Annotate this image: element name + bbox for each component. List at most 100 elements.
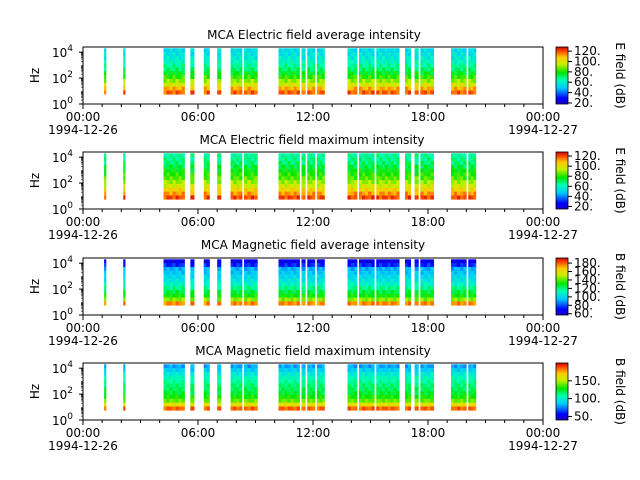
spectrogram-cell (365, 183, 369, 189)
spectrogram-cell (430, 375, 435, 380)
spectrogram-cell (350, 168, 355, 173)
spectrogram-cell (254, 379, 258, 384)
spectrogram-cell (239, 195, 243, 200)
spectrogram-cell (350, 263, 355, 268)
spectrogram-cell (396, 168, 400, 173)
spectrogram-cell (175, 63, 179, 68)
spectrogram-cell (423, 52, 428, 57)
spectrogram-cell (350, 195, 355, 200)
spectrogram-cell (284, 391, 288, 396)
spectrogram-cell (387, 176, 391, 181)
spectrogram-cell (206, 274, 210, 279)
spectrogram-cell (309, 71, 313, 76)
spectrogram-cell (178, 59, 182, 64)
spectrogram-cell (178, 394, 182, 400)
spectrogram-cell (362, 63, 366, 68)
spectrogram-cell (468, 59, 472, 64)
spectrogram-cell (371, 82, 375, 87)
spectrogram-cell (382, 172, 386, 177)
spectrogram-cell (376, 67, 380, 72)
spectrogram-cell (301, 297, 306, 302)
spectrogram-cell (390, 71, 394, 76)
spectrogram-cell (233, 55, 237, 61)
spectrogram-cell (384, 187, 389, 192)
spectrogram-cell (190, 191, 195, 196)
spectrogram-cell (175, 375, 179, 380)
spectrogram-cell (365, 176, 369, 181)
spectrogram-cell (353, 364, 358, 369)
spectrogram-cell (309, 82, 313, 87)
spectrogram-cell (281, 160, 285, 166)
spectrogram-cell (405, 301, 409, 306)
spectrogram-cell (123, 379, 126, 384)
spectrogram-cell (319, 48, 323, 53)
spectrogram-cell (290, 86, 294, 91)
spectrogram-cell (254, 259, 258, 264)
spectrogram-cell (203, 297, 207, 302)
spectrogram-cell (321, 270, 325, 275)
spectrogram-cell (376, 191, 380, 196)
spectrogram-cell (454, 183, 458, 189)
spectrogram-cell (281, 406, 285, 411)
spectrogram-cell (379, 364, 383, 369)
spectrogram-cell (430, 289, 435, 295)
spectrogram-cell (181, 157, 185, 162)
spectrogram-cell (390, 383, 394, 388)
spectrogram-cell (379, 278, 383, 283)
colorbar-tick-label: 120. (574, 281, 601, 295)
spectrogram-cell (166, 183, 170, 189)
spectrogram-cell (460, 187, 464, 192)
spectrogram-cell (430, 282, 435, 287)
spectrogram-cell (293, 164, 297, 169)
spectrogram-cell (190, 266, 195, 272)
spectrogram-cell (451, 270, 455, 275)
spectrogram-cell (203, 368, 207, 373)
spectrogram-cell (203, 187, 207, 192)
spectrogram-cell (368, 368, 372, 373)
spectrogram-cell (468, 180, 472, 185)
spectrogram-cell (247, 394, 251, 400)
spectrogram-cell (457, 263, 461, 268)
spectrogram-cell (290, 90, 294, 95)
spectrogram-cell (387, 59, 391, 64)
y-tick-label: 102 (52, 70, 73, 86)
spectrogram-cell (312, 387, 316, 392)
spectrogram-cell (284, 164, 288, 169)
colorbar-ticks: 60.80.100.120.140.160.180. (568, 256, 601, 321)
spectrogram-cell (427, 90, 431, 95)
spectrogram-cell (169, 270, 173, 275)
spectrogram-cell (368, 266, 372, 272)
spectrogram-cell (353, 172, 358, 177)
spectrogram-cell (359, 168, 363, 173)
spectrogram-cell (379, 172, 383, 177)
spectrogram-cell (321, 86, 325, 91)
spectrogram-cell (217, 90, 222, 95)
spectrogram-cell (384, 59, 389, 64)
spectrogram-cell (371, 157, 375, 162)
spectrogram-cell (368, 364, 372, 369)
spectrogram-cell (353, 82, 358, 87)
spectrogram-cell (175, 59, 179, 64)
spectrogram-cell (321, 183, 325, 189)
spectrogram-cell (393, 176, 397, 181)
spectrogram-cell (414, 270, 419, 275)
spectrogram-cell (362, 183, 366, 189)
spectrogram-cell (473, 55, 477, 61)
spectrogram-cell (414, 183, 419, 189)
data-interval (359, 259, 375, 306)
spectrogram-cell (405, 48, 409, 53)
spectrogram-cell (468, 160, 472, 166)
spectrogram-cell (362, 160, 366, 166)
spectrogram-cell (316, 86, 320, 91)
spectrogram-cell (420, 164, 424, 169)
spectrogram-cell (368, 191, 372, 196)
spectrogram-cell (460, 383, 464, 388)
spectrogram-cell (468, 263, 472, 268)
spectrogram-cell (390, 293, 394, 298)
spectrogram-cell (350, 375, 355, 380)
spectrogram-cell (287, 406, 291, 411)
data-interval (420, 259, 435, 306)
spectrogram-cell (203, 266, 207, 272)
spectrogram-cell (247, 286, 251, 291)
spectrogram-cell (382, 195, 386, 200)
